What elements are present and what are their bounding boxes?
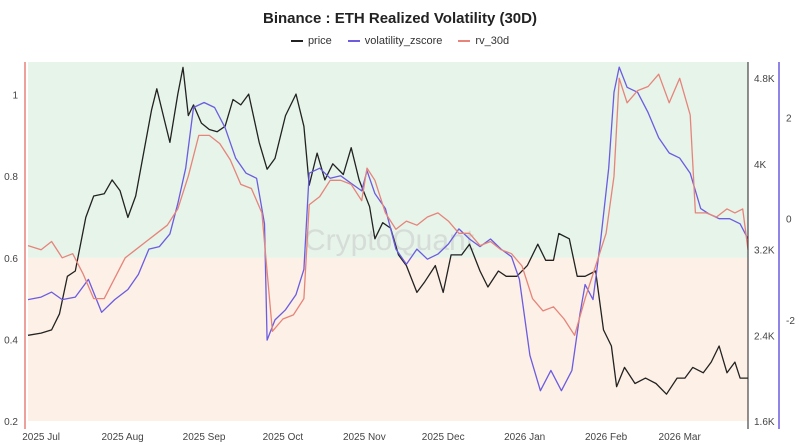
legend-item-volatility-zscore[interactable]: volatility_zscore <box>347 35 443 47</box>
legend-label-price: price <box>307 35 332 47</box>
zscore-tick-label: 2 <box>786 114 792 125</box>
series-line-price[interactable] <box>27 66 748 395</box>
price-tick-label: 4.8K <box>754 74 775 85</box>
price-tick-label: 1.6K <box>754 417 775 428</box>
series-line-volatility-zscore[interactable] <box>27 66 749 392</box>
chart-title: Binance : ETH Realized Volatility (30D) <box>263 10 537 27</box>
zscore-tick-label: -2 <box>786 316 795 327</box>
zscore-tick-label: 0 <box>786 215 792 226</box>
x-tick-label: 2025 Oct <box>263 432 304 443</box>
chart-legend: price volatility_zscore rv_30d <box>0 35 800 47</box>
legend-label-volatility-zscore: volatility_zscore <box>364 35 443 47</box>
legend-item-price[interactable]: price <box>290 35 332 47</box>
legend-swatch-price <box>290 40 303 42</box>
price-tick-label: 3.2K <box>754 246 775 257</box>
legend-item-rv-30d[interactable]: rv_30d <box>458 35 509 47</box>
left-tick-label: 0.6 <box>4 254 18 265</box>
legend-swatch-volatility-zscore <box>347 40 360 42</box>
x-tick-label: 2025 Sep <box>183 432 226 443</box>
x-tick-label: 2026 Feb <box>585 432 628 443</box>
left-tick-label: 0.8 <box>4 172 18 183</box>
left-tick-label: 0.2 <box>4 417 18 428</box>
price-tick-label: 2.4K <box>754 331 775 342</box>
series-line-rv-30d[interactable] <box>27 73 749 336</box>
legend-swatch-rv-30d <box>458 40 471 42</box>
x-tick-label: 2025 Dec <box>422 432 465 443</box>
watermark: CryptoQuant <box>304 224 475 257</box>
x-tick-label: 2026 Jan <box>504 432 545 443</box>
x-tick-label: 2026 Mar <box>659 432 702 443</box>
legend-label-rv-30d: rv_30d <box>475 35 510 47</box>
price-tick-label: 4K <box>754 160 767 171</box>
left-tick-label: 1 <box>12 91 18 102</box>
background-bands <box>28 62 748 421</box>
axes-layer: 0.2 0.4 0.6 0.8 1 1.6K 2.4K 3.2K 4K 4.8K -2 0 2 2025 … <box>4 62 795 443</box>
left-tick-label: 0.4 <box>4 335 18 346</box>
x-tick-label: 2025 Nov <box>343 432 386 443</box>
band-0 <box>28 62 748 258</box>
series-layer <box>27 66 749 395</box>
x-tick-label: 2025 Jul <box>22 432 60 443</box>
x-tick-label: 2025 Aug <box>101 432 143 443</box>
band-1 <box>28 257 748 421</box>
